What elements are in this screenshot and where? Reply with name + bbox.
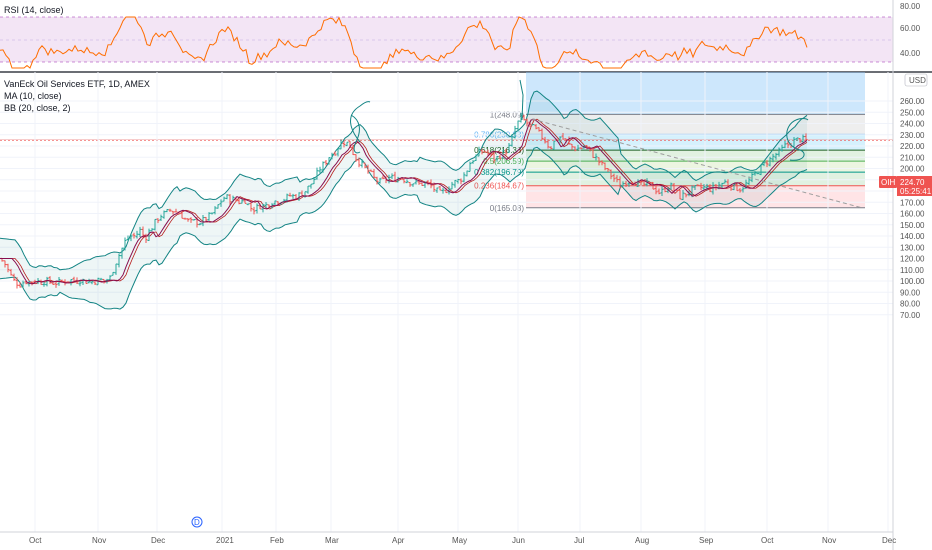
- currency-badge[interactable]: [904, 73, 928, 87]
- ma-line: [0, 118, 808, 285]
- time-tick-label: Feb: [270, 536, 284, 545]
- price-tag-countdown: 05:25:41: [900, 187, 932, 196]
- price-tick-label: 150.00: [900, 221, 925, 230]
- price-tick-label: 80.00: [900, 300, 921, 309]
- price-tag-symbol: OIH: [881, 178, 895, 187]
- price-tick-label: 200.00: [900, 165, 925, 174]
- price-tick-label: 210.00: [900, 153, 925, 162]
- price-tick-label: 120.00: [900, 255, 925, 264]
- time-tick-label: Dec: [151, 536, 165, 545]
- rsi-tick-80: 80.00: [900, 2, 921, 11]
- fib-zone: [526, 72, 865, 115]
- price-tag-value: 224.70: [900, 178, 925, 187]
- price-tick-label: 220.00: [900, 142, 925, 151]
- price-tick-label: 230.00: [900, 131, 925, 140]
- rsi-panel: RSI (14, close) 80.00 60.00 40.00: [0, 2, 921, 69]
- grid: [0, 72, 893, 532]
- moving-average: [0, 118, 808, 285]
- fib-level-label: 0(165.08): [490, 204, 525, 213]
- trend-line: [531, 118, 863, 209]
- rsi-line: [0, 16, 808, 69]
- rsi-label: RSI (14, close): [4, 5, 64, 15]
- price-tick-label: 130.00: [900, 243, 925, 252]
- time-tick-label: Jul: [574, 536, 584, 545]
- bb-fill: [0, 91, 807, 310]
- fib-level-label: 0.618(216.38): [474, 146, 524, 155]
- price-tick-label: 140.00: [900, 232, 925, 241]
- rsi-tick-40: 40.00: [900, 49, 921, 58]
- fib-level-label: 0.382(196.79): [474, 168, 524, 177]
- time-axis[interactable]: Oct Nov Dec 2021 Feb Mar Apr May Jun Jul Aug Sep Oct…: [29, 536, 896, 545]
- price-tick-label: 90.00: [900, 288, 921, 297]
- currency-label: USD: [909, 76, 926, 85]
- time-tick-label: Nov: [822, 536, 836, 545]
- price-tick-label: 160.00: [900, 210, 925, 219]
- rsi-band: [0, 17, 893, 62]
- legend-ma: MA (10, close): [4, 91, 62, 101]
- time-tick-label: Aug: [635, 536, 649, 545]
- annotation-curve: [519, 79, 524, 121]
- price-tick-label: 170.00: [900, 198, 925, 207]
- bb-lower: [0, 146, 808, 310]
- time-tick-label: Nov: [92, 536, 106, 545]
- time-tick-label: Dec: [882, 536, 896, 545]
- annotation-curve: [350, 114, 361, 154]
- price-tick-label: 240.00: [900, 120, 925, 129]
- price-tick-label: 260.00: [900, 97, 925, 106]
- fib-level-label: 0.236(184.67): [474, 182, 524, 191]
- annotation-curve: [795, 118, 809, 121]
- fib-zone: [526, 161, 865, 173]
- time-tick-label: Oct: [761, 536, 774, 545]
- annotation-curve: [786, 119, 805, 161]
- time-tick-label: Sep: [699, 536, 714, 545]
- price-tag: OIH 224.70 05:25:41: [879, 176, 932, 196]
- fib-level-label: 0.5(206.59): [483, 157, 524, 166]
- legend-bb: BB (20, close, 2): [4, 103, 71, 113]
- legend-title: VanEck Oil Services ETF, 1D, AMEX: [4, 79, 150, 89]
- dividend-marker[interactable]: D: [191, 516, 203, 528]
- time-tick-label: Oct: [29, 536, 42, 545]
- price-tick-label: 110.00: [900, 266, 924, 275]
- price-tick-label: 100.00: [900, 277, 925, 286]
- dividend-marker-label: D: [194, 518, 200, 527]
- fib-zone: [526, 150, 865, 162]
- bb-upper: [0, 90, 808, 271]
- time-tick-label: Mar: [325, 536, 339, 545]
- price-tick-label: 70.00: [900, 311, 921, 320]
- time-tick-label: May: [452, 536, 467, 545]
- annotation-curve: [350, 101, 371, 143]
- time-tick-label: 2021: [216, 536, 234, 545]
- drawings[interactable]: [350, 79, 863, 209]
- fib-level-label: 1(248.09): [490, 110, 525, 119]
- time-tick-label: Apr: [392, 536, 405, 545]
- time-tick-label: Jun: [512, 536, 525, 545]
- price-tick-label: 250.00: [900, 108, 925, 117]
- price-axis[interactable]: 260.00 250.00 240.00 230.00 220.00 210.00 200.…: [900, 97, 925, 320]
- rsi-tick-60: 60.00: [900, 24, 921, 33]
